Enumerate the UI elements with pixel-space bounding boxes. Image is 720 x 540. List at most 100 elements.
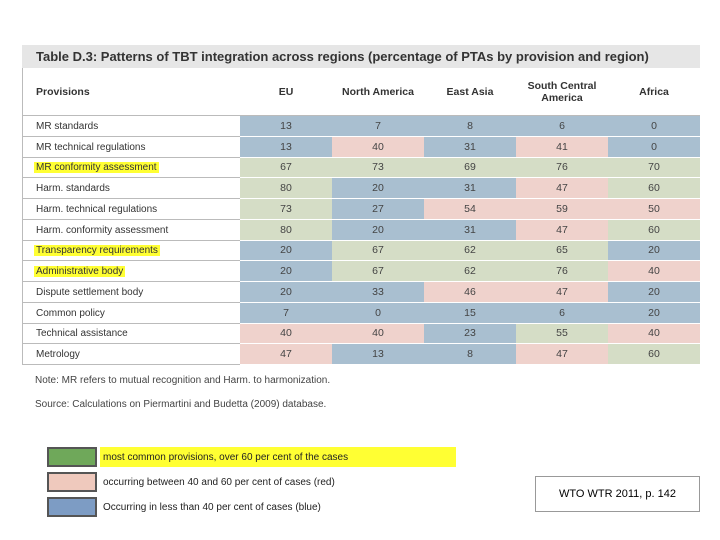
- value-cell: 13: [240, 136, 332, 158]
- provision-label: Harm. conformity assessment: [36, 224, 169, 236]
- provision-label: Administrative body: [34, 266, 126, 278]
- provision-label: MR conformity assessment: [34, 162, 159, 174]
- value-cell: 13: [240, 116, 332, 137]
- value-cell: 6: [516, 302, 608, 324]
- row-rule: [22, 135, 240, 137]
- value-cell: 54: [424, 199, 516, 220]
- row-rule: [22, 239, 240, 241]
- row-rule: [22, 198, 240, 199]
- value-cell: 13: [332, 344, 424, 365]
- column-header: South Central America: [527, 79, 597, 104]
- provision-label: Metrology: [36, 349, 80, 361]
- value-cell: 46: [424, 282, 516, 303]
- value-cell: 80: [240, 178, 332, 199]
- value-cell: 20: [332, 219, 424, 241]
- provision-label: Common policy: [36, 307, 105, 319]
- value-cell: 8: [424, 344, 516, 365]
- value-cell: 6: [516, 116, 608, 137]
- value-cell: 60: [608, 178, 700, 199]
- provision-cell: Transparency requirements: [22, 241, 240, 262]
- value-cell: 55: [516, 323, 608, 345]
- value-cell: 67: [332, 261, 424, 282]
- value-cell: 31: [424, 219, 516, 241]
- provision-cell: Dispute settlement body: [22, 282, 240, 303]
- legend-swatch: [47, 472, 97, 492]
- value-cell: 0: [608, 116, 700, 137]
- provision-label: MR standards: [36, 120, 99, 132]
- value-cell: 40: [240, 323, 332, 345]
- column-header: EU: [278, 85, 294, 98]
- value-cell: 47: [516, 282, 608, 303]
- value-cell: 60: [608, 219, 700, 241]
- value-cell: 67: [240, 157, 332, 179]
- value-cell: 20: [240, 240, 332, 262]
- row-rule: [22, 343, 240, 345]
- value-cell: 47: [240, 344, 332, 365]
- value-cell: 23: [424, 323, 516, 345]
- provision-label: Dispute settlement body: [36, 286, 144, 298]
- value-cell: 0: [608, 136, 700, 158]
- value-cell: 40: [332, 136, 424, 158]
- row-rule: [22, 364, 240, 365]
- row-rule: [22, 218, 240, 220]
- provision-label: MR technical regulations: [36, 141, 146, 153]
- value-cell: 40: [608, 323, 700, 345]
- value-cell: 20: [608, 240, 700, 262]
- left-rule: [22, 68, 23, 365]
- value-cell: 73: [240, 199, 332, 220]
- value-cell: 47: [516, 178, 608, 199]
- value-cell: 20: [332, 178, 424, 199]
- value-cell: 41: [516, 136, 608, 158]
- value-cell: 20: [608, 302, 700, 324]
- legend-swatch: [47, 447, 97, 467]
- provision-cell: Harm. conformity assessment: [22, 220, 240, 241]
- value-cell: 27: [332, 199, 424, 220]
- column-header: East Asia: [446, 85, 494, 98]
- value-cell: 62: [424, 261, 516, 282]
- provision-cell: MR standards: [22, 116, 240, 137]
- provision-cell: Metrology: [22, 344, 240, 365]
- provision-label: Harm. standards: [36, 183, 110, 195]
- value-cell: 8: [424, 116, 516, 137]
- legend-text: Occurring in less than 40 per cent of ca…: [103, 501, 321, 513]
- citation: WTO WTR 2011, p. 142: [535, 476, 700, 512]
- value-cell: 47: [516, 219, 608, 241]
- value-cell: 80: [240, 219, 332, 241]
- legend-swatch: [47, 497, 97, 517]
- provision-cell: Harm. standards: [22, 178, 240, 199]
- provision-label: Technical assistance: [36, 328, 128, 340]
- value-cell: 47: [516, 344, 608, 365]
- legend-text: occurring between 40 and 60 per cent of …: [103, 476, 335, 488]
- provision-label: Transparency requirements: [34, 245, 160, 257]
- table-title: Table D.3: Patterns of TBT integration a…: [22, 45, 700, 68]
- value-cell: 31: [424, 178, 516, 199]
- provision-cell: Harm. technical regulations: [22, 199, 240, 220]
- value-cell: 7: [332, 116, 424, 137]
- table-source: Source: Calculations on Piermartini and …: [35, 399, 327, 410]
- value-cell: 31: [424, 136, 516, 158]
- value-cell: 73: [332, 157, 424, 179]
- value-cell: 60: [608, 344, 700, 365]
- provision-cell: Common policy: [22, 303, 240, 324]
- header-rule: [22, 115, 700, 116]
- value-cell: 20: [240, 282, 332, 303]
- value-cell: 33: [332, 282, 424, 303]
- provision-cell: MR conformity assessment: [22, 158, 240, 179]
- value-cell: 69: [424, 157, 516, 179]
- value-cell: 20: [608, 282, 700, 303]
- provision-cell: Administrative body: [22, 261, 240, 282]
- value-cell: 50: [608, 199, 700, 220]
- row-rule: [22, 260, 240, 262]
- legend-text: most common provisions, over 60 per cent…: [100, 447, 456, 467]
- value-cell: 65: [516, 240, 608, 262]
- value-cell: 40: [608, 261, 700, 282]
- column-header: Provisions: [36, 85, 90, 98]
- row-rule: [22, 281, 240, 282]
- provision-label: Harm. technical regulations: [36, 203, 158, 215]
- value-cell: 62: [424, 240, 516, 262]
- value-cell: 15: [424, 302, 516, 324]
- row-rule: [22, 156, 240, 158]
- column-header: Africa: [639, 85, 669, 98]
- value-cell: 67: [332, 240, 424, 262]
